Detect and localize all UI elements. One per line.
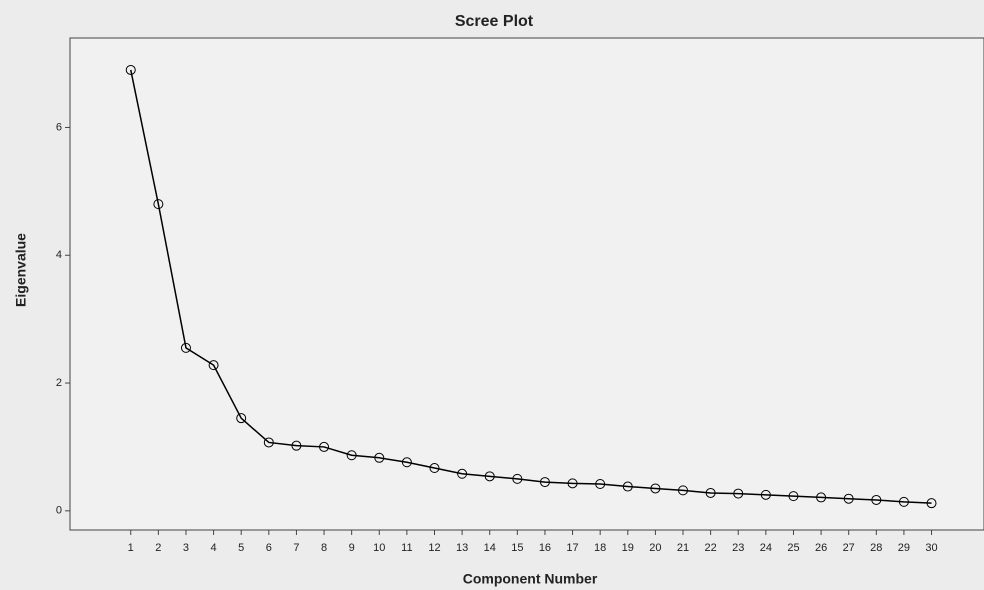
x-tick-label: 21 — [677, 542, 689, 554]
x-tick-label: 11 — [401, 542, 412, 554]
plot-area — [70, 38, 984, 530]
x-tick-label: 14 — [484, 542, 496, 554]
y-axis-label: Eigenvalue — [13, 233, 29, 307]
y-tick-label: 2 — [56, 377, 62, 389]
x-axis-label: Component Number — [463, 571, 598, 587]
x-tick-label: 16 — [539, 542, 551, 554]
chart-title: Scree Plot — [455, 13, 534, 30]
x-tick-label: 28 — [870, 542, 882, 554]
x-tick-label: 23 — [732, 542, 744, 554]
x-tick-label: 20 — [649, 542, 661, 554]
x-tick-label: 17 — [566, 542, 578, 554]
chart: Scree Plot Component Number Eigenvalue 0… — [0, 0, 984, 590]
x-tick-label: 24 — [760, 542, 772, 554]
y-tick-label: 0 — [56, 505, 62, 517]
y-tick-label: 4 — [56, 249, 62, 261]
x-tick-label: 26 — [815, 542, 827, 554]
x-tick-label: 22 — [705, 542, 717, 554]
x-tick-label: 3 — [183, 542, 189, 554]
x-tick-label: 25 — [787, 542, 799, 554]
x-tick-label: 7 — [293, 542, 299, 554]
x-tick-label: 4 — [211, 542, 217, 554]
y-tick-label: 6 — [56, 121, 62, 133]
x-tick-label: 2 — [155, 542, 161, 554]
x-tick-label: 6 — [266, 542, 272, 554]
x-tick-label: 9 — [349, 542, 355, 554]
x-tick-label: 27 — [843, 542, 855, 554]
x-tick-label: 5 — [238, 542, 244, 554]
x-tick-label: 30 — [925, 542, 937, 554]
x-tick-label: 18 — [594, 542, 606, 554]
x-tick-label: 15 — [511, 542, 523, 554]
x-tick-label: 10 — [373, 542, 385, 554]
x-tick-label: 12 — [428, 542, 440, 554]
x-tick-label: 29 — [898, 542, 910, 554]
x-tick-label: 13 — [456, 542, 468, 554]
x-tick-label: 1 — [128, 542, 134, 554]
x-tick-label: 19 — [622, 542, 634, 554]
x-tick-label: 8 — [321, 542, 327, 554]
